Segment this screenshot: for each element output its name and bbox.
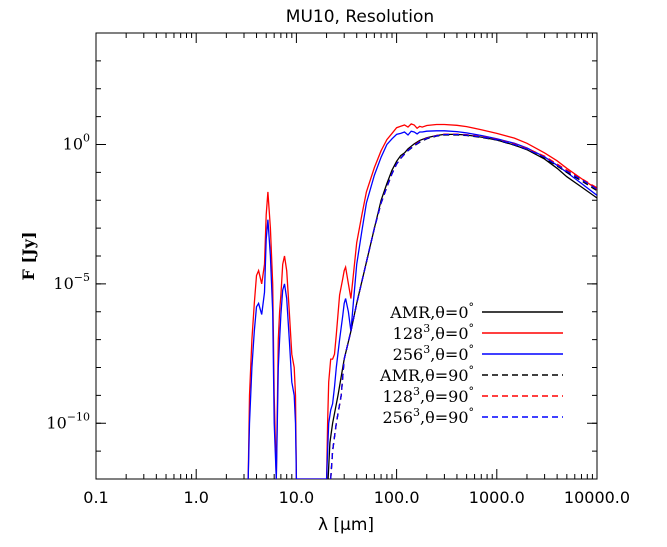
series-layer	[247, 123, 597, 479]
legend-label: AMR,θ=90°	[379, 364, 474, 385]
series-line-6	[330, 133, 597, 479]
y-tick-label: 10−5	[53, 271, 90, 293]
x-major-ticks: 0.1 1.0 10.0 100.0 1000.0 10000.0	[83, 33, 630, 507]
x-tick-label: 1.0	[183, 488, 208, 507]
y-tick-exponent: 0	[83, 132, 90, 145]
x-axis-label: λ [μm]	[318, 515, 374, 535]
x-tick-label: 0.1	[83, 488, 108, 507]
x-minor-ticks	[125, 33, 593, 479]
y-minor-ticks	[96, 60, 597, 452]
x-tick-label: 10.0	[279, 488, 315, 507]
y-tick-base: 10	[63, 135, 83, 154]
x-tick-label: 10000.0	[564, 488, 630, 507]
y-tick-label: 10−10	[46, 410, 90, 432]
legend-label: AMR,θ=0°	[389, 301, 474, 322]
y-tick-base: 10	[46, 413, 66, 432]
legend-label: 1283,θ=90°	[382, 385, 474, 406]
chart-title: MU10, Resolution	[286, 7, 434, 27]
y-tick-exponent: −5	[74, 271, 90, 284]
y-axis-label: F [Jy]	[19, 232, 38, 281]
x-tick-label: 100.0	[374, 488, 420, 507]
x-tick-label: 1000.0	[469, 488, 525, 507]
legend: AMR,θ=0°1283,θ=0°2563,θ=0°AMR,θ=90°1283,…	[379, 301, 563, 427]
y-tick-label: 100	[63, 132, 90, 154]
legend-label: 1283,θ=0°	[393, 322, 474, 343]
y-tick-exponent: −10	[67, 410, 90, 423]
plot-frame	[95, 32, 598, 480]
legend-label: 2563,θ=0°	[393, 343, 474, 364]
legend-label: 2563,θ=90°	[382, 406, 474, 427]
y-tick-base: 10	[53, 274, 73, 293]
series-line-3	[247, 130, 597, 479]
